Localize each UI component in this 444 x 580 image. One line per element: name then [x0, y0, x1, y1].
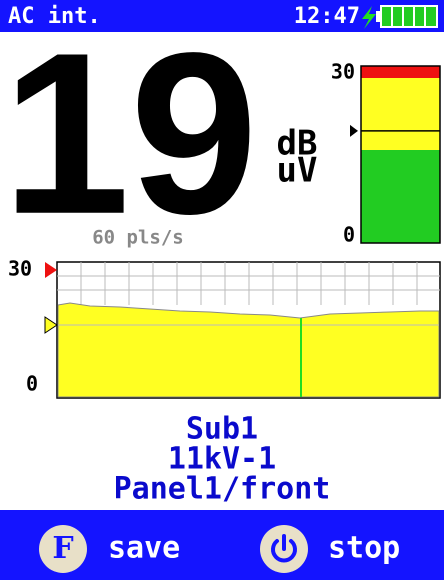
unit-top: dB	[277, 124, 318, 164]
graph-min: 0	[26, 372, 38, 396]
charge-icon	[362, 6, 376, 29]
graph-max: 30	[8, 257, 32, 281]
gauge	[360, 65, 441, 244]
gauge-marker	[350, 124, 440, 137]
reading: 19	[2, 5, 258, 262]
location-line: Sub1	[186, 412, 258, 447]
key-label: F	[52, 531, 73, 566]
mode: AC int.	[8, 4, 101, 29]
gauge-max: 30	[331, 60, 355, 84]
button-label: stop	[328, 531, 400, 566]
time: 12:47	[294, 4, 360, 29]
battery	[376, 5, 438, 28]
button-label: save	[108, 531, 180, 566]
unit-bottom: uV	[277, 151, 318, 191]
rate: 60 pls/s	[92, 227, 184, 249]
location-line: Panel1/front	[114, 472, 331, 507]
stop-button[interactable]: stop	[260, 525, 400, 573]
save-button[interactable]: F save	[39, 525, 180, 573]
gauge-min: 0	[343, 223, 355, 247]
trend-graph	[44, 261, 441, 399]
location-line: 11kV-1	[168, 442, 276, 477]
